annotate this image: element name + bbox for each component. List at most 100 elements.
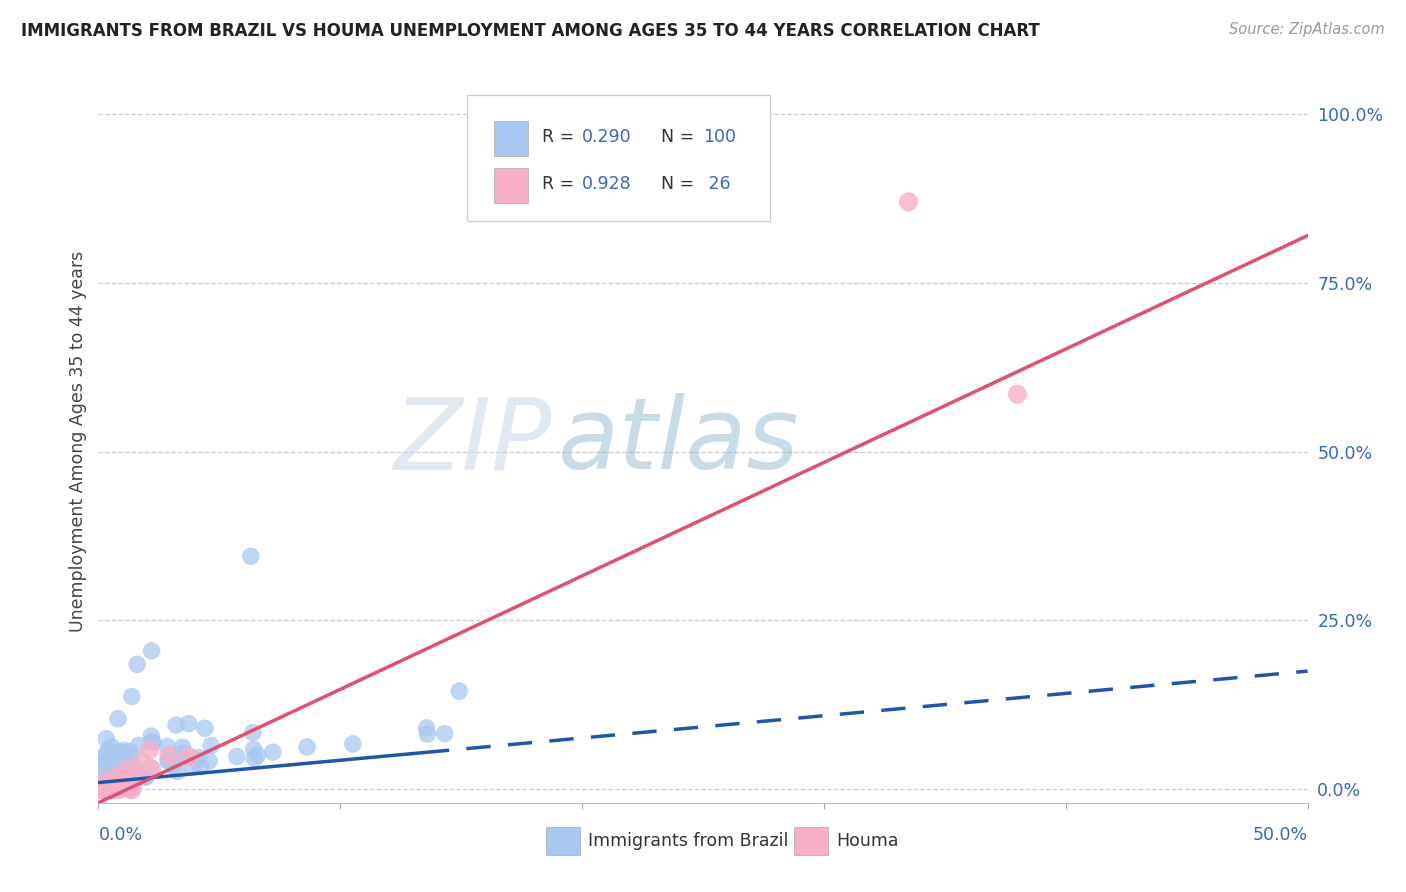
Point (98, 765, 121, 780)
Point (246, 748, 269, 763)
Point (105, 758, 128, 772)
Point (98, 775, 121, 789)
Point (107, 712, 129, 726)
Point (141, 644, 163, 658)
Point (94, 749, 117, 764)
Point (90, 782, 112, 797)
Point (107, 769, 129, 783)
Point (433, 726, 456, 740)
Point (449, 684, 471, 698)
Point (128, 739, 150, 753)
Point (97, 744, 120, 758)
Point (120, 772, 142, 786)
Point (200, 739, 222, 753)
Point (181, 760, 204, 774)
Text: R =: R = (543, 175, 579, 193)
Point (114, 769, 136, 783)
Point (242, 725, 264, 739)
Point (135, 770, 157, 784)
Point (89, 766, 111, 780)
Point (100, 782, 122, 797)
Point (98, 770, 121, 784)
Point (127, 769, 149, 783)
Point (107, 745, 129, 759)
Point (89, 756, 111, 771)
Point (103, 782, 125, 797)
Point (107, 764, 129, 779)
Point (120, 779, 142, 793)
Point (103, 773, 125, 788)
Text: Source: ZipAtlas.com: Source: ZipAtlas.com (1229, 22, 1385, 37)
Point (103, 769, 125, 783)
Point (103, 762, 125, 776)
Point (101, 765, 124, 780)
Point (108, 782, 131, 797)
Point (129, 767, 152, 781)
Point (120, 782, 142, 797)
Point (190, 760, 212, 774)
Point (141, 729, 163, 743)
Point (187, 750, 209, 764)
Point (121, 690, 143, 704)
Point (114, 771, 136, 785)
Point (104, 745, 127, 759)
Point (139, 760, 162, 774)
Point (342, 737, 364, 751)
Text: R =: R = (543, 128, 579, 145)
Point (172, 740, 194, 755)
Point (97, 782, 120, 797)
Point (112, 752, 135, 766)
Point (100, 739, 122, 754)
Point (416, 727, 439, 741)
Point (135, 770, 157, 784)
Point (91, 773, 114, 788)
Bar (494, 169, 527, 203)
Point (105, 771, 128, 785)
Text: 0.928: 0.928 (582, 175, 631, 193)
Point (117, 770, 139, 784)
Text: ZIP: ZIP (394, 393, 551, 490)
Point (118, 745, 141, 759)
Point (120, 748, 142, 763)
Point (1007, 387, 1029, 401)
Point (100, 756, 122, 771)
Point (105, 762, 128, 776)
FancyBboxPatch shape (467, 95, 769, 221)
Text: atlas: atlas (558, 393, 800, 490)
Point (100, 782, 122, 797)
Point (91, 782, 114, 797)
Bar (546, 828, 579, 855)
Point (177, 716, 200, 731)
Point (90, 767, 112, 781)
Point (120, 781, 142, 796)
Point (91, 776, 114, 790)
Point (103, 767, 125, 781)
Point (103, 778, 125, 792)
Point (108, 748, 131, 763)
Text: 0.290: 0.290 (582, 128, 631, 145)
Point (94, 782, 117, 797)
Point (125, 771, 148, 785)
Point (117, 762, 139, 776)
Point (104, 772, 127, 786)
Point (415, 721, 437, 735)
Y-axis label: Unemployment Among Ages 35 to 44 years: Unemployment Among Ages 35 to 44 years (69, 251, 87, 632)
Point (101, 770, 124, 784)
Point (239, 549, 262, 564)
Point (101, 782, 124, 797)
Point (100, 775, 122, 789)
Point (141, 762, 163, 776)
Point (97, 782, 120, 797)
Point (157, 748, 180, 763)
Point (295, 739, 318, 754)
Point (96, 731, 118, 746)
Point (897, 194, 920, 209)
Point (124, 769, 146, 783)
Point (162, 759, 184, 773)
Point (90, 756, 112, 770)
Point (89, 772, 111, 786)
Point (170, 747, 193, 761)
Point (114, 743, 136, 757)
Text: Houma: Houma (837, 832, 898, 850)
Point (121, 782, 143, 797)
